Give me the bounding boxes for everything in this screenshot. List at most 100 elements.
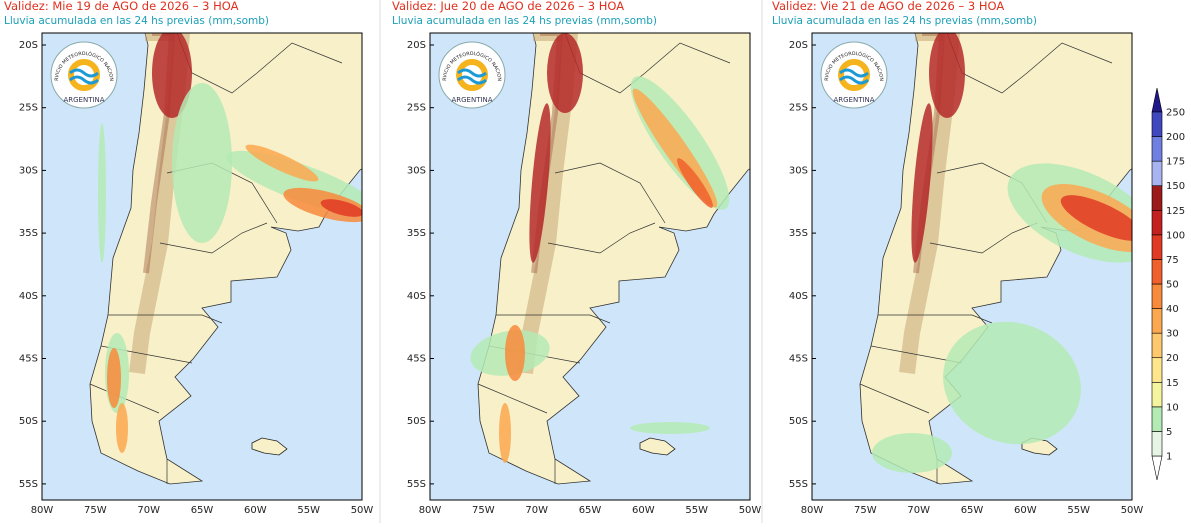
colorbar-label: 10 — [1166, 402, 1179, 413]
colorbar-segment — [1151, 209, 1163, 236]
lat-label: 55S — [19, 479, 38, 490]
logo-country: ARGENTINA — [451, 96, 492, 104]
lon-label: 70W — [525, 505, 548, 516]
colorbar-segment — [1151, 259, 1163, 285]
colorbar-segment — [1151, 234, 1163, 260]
colorbar-label: 150 — [1166, 181, 1185, 192]
panel-subtitle: Lluvia acumulada en las 24 hs previas (m… — [4, 15, 269, 27]
colorbar-segment — [1151, 357, 1163, 383]
rain-area — [152, 33, 192, 118]
lat-label: 50S — [407, 416, 426, 427]
panel-subtitle: Lluvia acumulada en las 24 hs previas (m… — [392, 15, 657, 27]
lat-label: 30S — [19, 165, 38, 176]
lon-label: 50W — [739, 505, 762, 516]
lon-label: 60W — [244, 505, 267, 516]
lat-label: 40S — [407, 291, 426, 302]
colorbar-label: 200 — [1166, 132, 1185, 143]
map-panel: Validez: Vie 21 de AGO de 2026 – 3 HOA Ll… — [761, 0, 1143, 523]
lat-label: 25S — [789, 103, 808, 114]
map-panel: Validez: Mie 19 de AGO de 2026 – 3 HOA Ll… — [4, 0, 374, 516]
lat-label: 20S — [789, 40, 808, 51]
lat-label: 35S — [407, 228, 426, 239]
rain-area — [677, 158, 713, 208]
rain-area — [630, 422, 710, 434]
colorbar-label: 175 — [1166, 157, 1185, 168]
lat-label: 30S — [407, 165, 426, 176]
lat-label: 55S — [407, 479, 426, 490]
map-frame — [429, 32, 751, 501]
lon-label: 75W — [854, 505, 877, 516]
colorbar-label: 5 — [1166, 427, 1172, 438]
colorbar-label: 1 — [1166, 452, 1172, 463]
colorbar-segment — [1151, 381, 1163, 408]
panels: Validez: Mie 19 de AGO de 2026 – 3 HOA Ll… — [4, 0, 1143, 523]
map — [42, 33, 362, 500]
lon-label: 75W — [84, 505, 107, 516]
rain-area — [547, 33, 583, 113]
lon-label: 70W — [907, 505, 930, 516]
panel-title: Validez: Vie 21 de AGO de 2026 – 3 HOA — [772, 0, 1004, 13]
colorbar-label: 75 — [1166, 255, 1179, 266]
rain-area — [320, 199, 362, 217]
lon-label: 55W — [1067, 505, 1090, 516]
colorbar-segment — [1151, 332, 1163, 359]
rain-area — [943, 321, 1081, 445]
logo-disc — [820, 41, 888, 109]
lat-label: 50S — [19, 416, 38, 427]
lat-label: 25S — [19, 103, 38, 114]
rain-area — [172, 83, 232, 243]
rain-area — [872, 433, 952, 473]
colorbar-label: 20 — [1166, 353, 1179, 364]
lon-label: 55W — [297, 505, 320, 516]
rain-area — [499, 403, 511, 463]
rain-area — [107, 348, 121, 408]
rain-area — [116, 403, 128, 453]
rain-area — [911, 103, 933, 263]
rain-area — [929, 33, 965, 118]
lat-label: 35S — [789, 228, 808, 239]
map — [812, 33, 1132, 500]
logo-disc — [50, 41, 118, 109]
lon-label: 55W — [685, 505, 708, 516]
lat-label: 40S — [19, 291, 38, 302]
logo: SERVICIO METEOROLÓGICO NACIONALARGENTINA — [50, 41, 118, 109]
rain-area — [1060, 195, 1132, 241]
lon-label: 50W — [351, 505, 374, 516]
colorbar-label: 50 — [1166, 280, 1179, 291]
lon-label: 80W — [801, 505, 824, 516]
map-frame — [41, 32, 363, 501]
panel-subtitle: Lluvia acumulada en las 24 hs previas (m… — [772, 15, 1037, 27]
lat-label: 45S — [19, 354, 38, 365]
colorbar-under — [1151, 455, 1163, 481]
logo-wave — [69, 68, 99, 85]
lat-label: 40S — [789, 291, 808, 302]
lon-label: 65W — [961, 505, 984, 516]
colorbar-segment — [1151, 185, 1163, 211]
lat-label: 50S — [789, 416, 808, 427]
colorbar-label: 250 — [1166, 108, 1185, 119]
logo-country: ARGENTINA — [833, 96, 874, 104]
lon-label: 80W — [419, 505, 442, 516]
panel-title: Validez: Mie 19 de AGO de 2026 – 3 HOA — [4, 0, 239, 13]
lat-label: 20S — [19, 40, 38, 51]
lon-label: 65W — [191, 505, 214, 516]
colorbar-over — [1151, 87, 1163, 113]
colorbar-segment — [1151, 406, 1163, 432]
colorbar-segment — [1151, 136, 1163, 162]
lat-label: 45S — [407, 354, 426, 365]
lon-label: 80W — [31, 505, 54, 516]
colorbar-segment — [1151, 308, 1163, 334]
colorbar-segment — [1151, 111, 1163, 137]
lat-label: 20S — [407, 40, 426, 51]
rain-area — [529, 103, 551, 263]
lon-label: 75W — [472, 505, 495, 516]
lat-label: 30S — [789, 165, 808, 176]
map — [430, 33, 750, 500]
logo-wave — [839, 68, 869, 85]
colorbar-segment — [1151, 283, 1163, 309]
lon-label: 60W — [1014, 505, 1037, 516]
logo-disc — [438, 41, 506, 109]
lat-label: 25S — [407, 103, 426, 114]
